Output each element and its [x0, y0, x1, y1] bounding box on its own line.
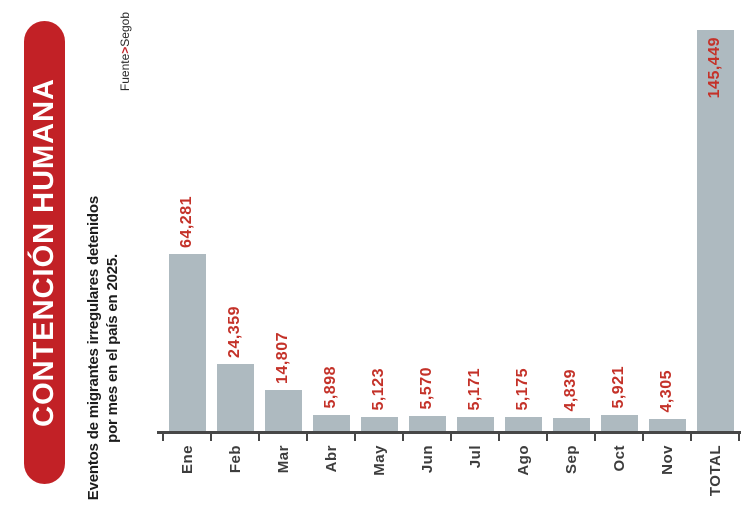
axis-label-oct: Oct [610, 445, 628, 472]
value-label-total: 145,449 [706, 37, 723, 99]
value-label-nov: 4,305 [658, 370, 675, 413]
axis-tick [498, 431, 500, 441]
axis-tick [594, 431, 596, 441]
axis-label-nov: Nov [658, 445, 676, 475]
axis-tick [210, 431, 212, 441]
bar-jun [408, 416, 446, 431]
bar-nov [648, 419, 686, 431]
axis-tick [258, 431, 260, 441]
axis-tick [354, 431, 356, 441]
value-label-ago: 5,175 [514, 368, 531, 411]
axis-label-jun: Jun [418, 445, 436, 474]
axis-tick [642, 431, 644, 441]
axis-label-ene: Ene [178, 445, 196, 475]
axis-tick [738, 431, 740, 441]
axis-label-mar: Mar [274, 445, 292, 474]
bar-ene [168, 254, 206, 431]
bar-oct [600, 415, 638, 431]
value-label-abr: 5,898 [322, 366, 339, 409]
axis-tick [306, 431, 308, 441]
bar-may [360, 417, 398, 431]
bar-jul [456, 417, 494, 431]
value-label-sep: 4,839 [562, 369, 579, 412]
axis-tick [450, 431, 452, 441]
axis-tick [402, 431, 404, 441]
axis-tick [546, 431, 548, 441]
value-label-ene: 64,281 [178, 196, 195, 248]
bar-total [696, 30, 734, 431]
axis-label-sep: Sep [562, 445, 580, 475]
axis-label-total: TOTAL [706, 445, 724, 497]
axis-tick [690, 431, 692, 441]
x-axis-line [157, 431, 741, 434]
bar-feb [216, 364, 254, 431]
value-label-may: 5,123 [370, 368, 387, 411]
value-label-mar: 14,807 [274, 332, 291, 384]
bar-ago [504, 417, 542, 431]
value-label-jul: 5,171 [466, 368, 483, 411]
axis-tick [162, 431, 164, 441]
axis-label-feb: Feb [226, 445, 244, 474]
axis-label-jul: Jul [466, 445, 484, 469]
title-banner: CONTENCIÓN HUMANA [24, 21, 65, 484]
bar-mar [264, 390, 302, 431]
value-label-feb: 24,359 [226, 306, 243, 358]
bar-sep [552, 418, 590, 431]
value-label-jun: 5,570 [418, 367, 435, 410]
axis-label-ago: Ago [514, 445, 532, 476]
axis-label-may: May [370, 445, 388, 476]
bar-abr [312, 415, 350, 431]
axis-label-abr: Abr [322, 445, 340, 473]
value-label-oct: 5,921 [610, 366, 627, 409]
